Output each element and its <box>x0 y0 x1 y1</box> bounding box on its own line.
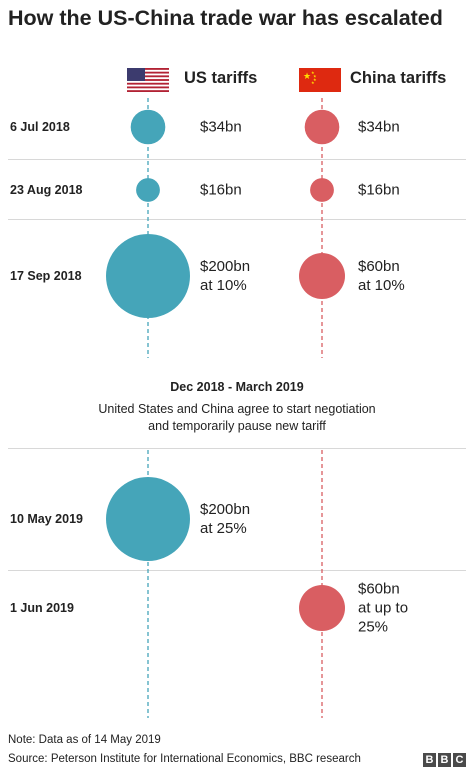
us-tariff-bubble <box>130 109 166 145</box>
china-tariff-bubble <box>299 253 345 299</box>
china-tariff-amount-line: $16bn <box>358 181 400 199</box>
us-tariff-amount-line: at 25% <box>200 520 247 537</box>
event-date-label: 1 Jun 2019 <box>10 601 74 615</box>
us-tariff-amount-line: $200bn <box>200 258 251 275</box>
china-tariff-amount-line: $60bn <box>358 580 400 598</box>
svg-text:★: ★ <box>303 72 311 82</box>
china-tariff-amount: $60bn at 10% <box>358 257 405 295</box>
pause-text: United States and China agree to start n… <box>0 401 474 435</box>
footer-note: Note: Data as of 14 May 2019 <box>8 734 161 746</box>
event-date-label: 23 Aug 2018 <box>10 183 83 197</box>
us-tariff-amount: $200bn at 10% <box>200 257 250 295</box>
china-tariff-bubble <box>299 585 345 631</box>
svg-text:★: ★ <box>313 77 317 82</box>
row-separator <box>8 159 466 160</box>
svg-text:★: ★ <box>313 74 317 79</box>
us-tariff-amount-line: $34bn <box>200 118 242 136</box>
china-tariff-bubble <box>304 109 340 145</box>
china-tariff-amount-line: 25% <box>358 618 389 636</box>
china-tariff-amount: $16bn <box>358 181 400 200</box>
event-date-label: 10 May 2019 <box>10 512 83 526</box>
pause-period: Dec 2018 - March 2019 <box>170 380 304 394</box>
pause-text-line: and temporarily pause new tariff <box>148 419 326 433</box>
china-tariff-bubble <box>310 178 334 202</box>
us-tariff-bubble <box>106 234 190 318</box>
us-tariff-amount-line: $16bn <box>200 181 242 199</box>
china-tariff-amount-line: at 10% <box>358 277 405 294</box>
china-flag-icon: ★ ★ ★ ★ ★ <box>299 68 341 92</box>
us-tariff-amount-line: $200bn <box>200 501 251 518</box>
page-title: How the US-China trade war has escalated <box>8 6 443 30</box>
us-flag-icon <box>127 68 169 92</box>
row-separator <box>8 219 466 220</box>
china-tariff-amount-line: $60bn <box>358 258 400 275</box>
row-separator <box>8 448 466 449</box>
us-tariff-amount: $200bn at 25% <box>200 500 250 538</box>
event-date-label: 17 Sep 2018 <box>10 269 82 283</box>
china-tariff-amount: $34bn <box>358 118 400 137</box>
us-tariff-amount: $34bn <box>200 118 242 137</box>
us-tariffs-header: US tariffs <box>184 69 258 87</box>
footer-source: Source: Peterson Institute for Internati… <box>8 753 361 765</box>
us-tariff-amount-line: at 10% <box>200 277 247 294</box>
us-tariff-amount: $16bn <box>200 181 242 200</box>
china-tariff-amount: $60bn at up to 25% <box>358 580 408 637</box>
china-tariffs-header: China tariffs <box>350 69 447 87</box>
pause-text-line: United States and China agree to start n… <box>98 402 376 416</box>
event-date-label: 6 Jul 2018 <box>10 120 70 134</box>
row-separator <box>8 570 466 571</box>
svg-text:★: ★ <box>311 80 315 85</box>
china-tariff-amount-line: $34bn <box>358 118 400 136</box>
china-tariff-amount-line: at up to <box>358 599 409 617</box>
svg-text:★: ★ <box>311 70 315 75</box>
us-tariff-bubble <box>136 178 160 202</box>
us-tariff-bubble <box>106 477 190 561</box>
